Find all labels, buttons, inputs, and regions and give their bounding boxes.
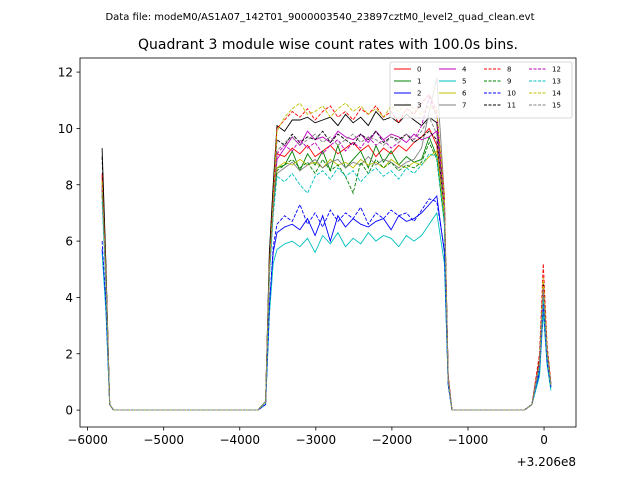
- legend-label-6: 6: [462, 90, 467, 98]
- series-layer: [101, 77, 552, 411]
- x-tick-label: −6000: [67, 433, 108, 447]
- legend-label-5: 5: [462, 78, 466, 86]
- x-axis-offset-label: +3.206e8: [517, 455, 576, 469]
- legend-label-15: 15: [552, 102, 561, 110]
- legend-label-7: 7: [462, 102, 466, 110]
- chart-suptitle: Data file: modeM0/AS1A07_142T01_90000035…: [105, 12, 534, 23]
- series-line-13: [101, 153, 552, 411]
- series-line-1: [101, 135, 552, 411]
- legend-label-3: 3: [417, 102, 421, 110]
- y-tick-label: 2: [65, 347, 73, 361]
- legend-label-4: 4: [462, 66, 467, 74]
- x-tick-label: −3000: [296, 433, 337, 447]
- series-line-6: [101, 150, 552, 411]
- legend-label-0: 0: [417, 66, 421, 74]
- y-tick-label: 0: [65, 404, 73, 418]
- y-tick-label: 4: [65, 291, 73, 305]
- legend-label-13: 13: [552, 78, 561, 86]
- series-line-5: [101, 211, 552, 411]
- legend-box: [389, 61, 573, 119]
- legend-label-14: 14: [552, 90, 561, 98]
- legend-label-2: 2: [417, 90, 421, 98]
- series-line-15: [101, 116, 552, 411]
- legend-label-12: 12: [552, 66, 561, 74]
- y-tick-label: 8: [65, 178, 73, 192]
- x-tick-label: −1000: [448, 433, 489, 447]
- series-line-9: [101, 141, 552, 411]
- series-line-12: [101, 95, 552, 411]
- chart-title: Quadrant 3 module wise count rates with …: [138, 37, 518, 53]
- legend-label-11: 11: [507, 102, 516, 110]
- legend-label-1: 1: [417, 78, 421, 86]
- x-tick-label: 0: [540, 433, 548, 447]
- x-tick-label: −5000: [143, 433, 184, 447]
- legend-label-10: 10: [507, 90, 516, 98]
- series-line-0: [101, 127, 552, 411]
- plot-frame: [79, 57, 577, 428]
- series-line-2: [101, 194, 552, 411]
- y-tick-label: 10: [58, 122, 73, 136]
- series-line-7: [101, 77, 552, 411]
- series-line-10: [101, 198, 552, 411]
- y-tick-label: 6: [65, 235, 73, 249]
- series-line-14: [101, 102, 552, 411]
- x-tick-label: −4000: [219, 433, 260, 447]
- y-tick-label: 12: [58, 66, 73, 80]
- x-tick-label: −2000: [372, 433, 413, 447]
- series-line-8: [101, 93, 552, 411]
- series-line-11: [101, 130, 552, 411]
- legend-label-9: 9: [507, 78, 511, 86]
- series-line-3: [101, 110, 552, 411]
- legend-label-8: 8: [507, 66, 511, 74]
- series-line-4: [101, 130, 552, 411]
